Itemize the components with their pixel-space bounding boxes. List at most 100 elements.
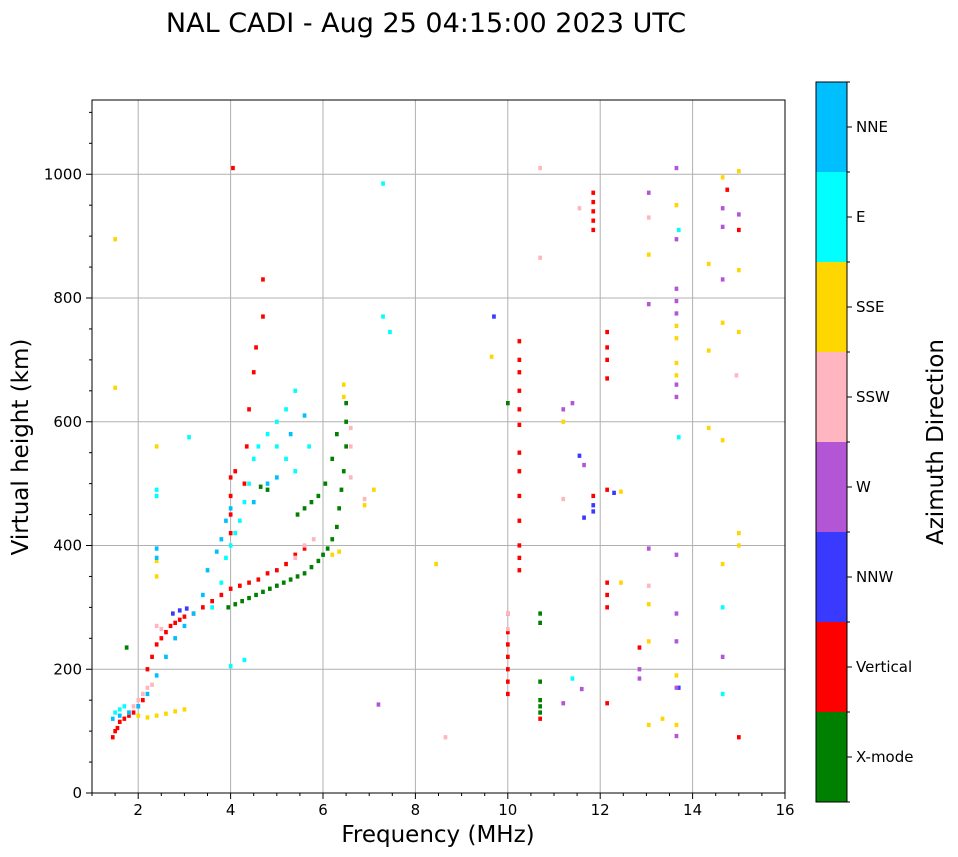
data-point-w [720, 224, 725, 229]
colorbar-tick-label: E [856, 208, 865, 226]
data-point-ssw [131, 704, 136, 709]
colorbar-segment [816, 82, 847, 172]
x-tick-label: 4 [226, 801, 236, 819]
data-point-vertical [110, 735, 115, 740]
data-point-nne [214, 549, 219, 554]
data-point-x-mode [309, 565, 314, 570]
x-tick-label: 12 [591, 801, 610, 819]
grid-lines [92, 100, 786, 794]
data-point-vertical [228, 475, 233, 480]
colorbar-segment [816, 352, 847, 442]
data-point-nne [191, 611, 196, 616]
data-point-sse [674, 373, 679, 378]
data-point-e [720, 691, 725, 697]
data-point-sse [341, 394, 346, 400]
data-point-x-mode [240, 599, 244, 604]
data-point-vertical [517, 450, 522, 455]
data-point-vertical [254, 345, 258, 350]
x-tick-label: 6 [318, 801, 328, 819]
data-point-x-mode [233, 602, 238, 607]
data-point-e [154, 487, 159, 492]
data-point-w [561, 407, 566, 412]
data-point-e [265, 432, 270, 437]
data-point-vertical [517, 339, 522, 344]
data-point-x-mode [341, 469, 346, 474]
data-point-x-mode [330, 456, 335, 461]
data-point-x-mode [538, 611, 542, 616]
data-point-x-mode [538, 704, 542, 709]
data-point-e [720, 605, 725, 610]
data-point-nnw [184, 606, 189, 611]
data-point-nne [228, 506, 233, 511]
data-point-x-mode [344, 419, 348, 424]
data-point-nne [154, 546, 159, 551]
plot-frame [91, 99, 786, 794]
data-point-vertical [517, 357, 522, 362]
data-point-e [242, 657, 247, 663]
x-tick-label: 10 [498, 801, 517, 819]
x-axis-label: Frequency (MHz) [341, 822, 534, 848]
data-point-vertical [115, 725, 120, 731]
data-point-vertical [228, 586, 233, 591]
data-point-sse [561, 419, 566, 424]
data-point-vertical [164, 630, 168, 635]
data-point-nne [127, 710, 131, 715]
data-point-vertical [591, 209, 596, 214]
colorbar-segment [816, 262, 847, 352]
data-point-w [674, 685, 679, 690]
data-point-vertical [228, 493, 233, 499]
data-point-w [674, 286, 679, 291]
data-point-vertical [605, 580, 609, 585]
data-point-x-mode [337, 506, 341, 511]
data-point-x-mode [302, 571, 307, 576]
data-point-vertical [201, 605, 205, 610]
data-point-vertical [247, 407, 251, 412]
data-point-nne [275, 475, 279, 480]
data-point-sse [737, 169, 741, 174]
y-tick-label: 200 [53, 660, 82, 678]
data-point-vertical [168, 623, 173, 629]
data-point-w [674, 382, 679, 387]
data-point-e [228, 664, 233, 669]
data-point-vertical [293, 552, 298, 557]
data-point-vertical [506, 642, 510, 647]
data-point-e [293, 388, 298, 393]
data-point-nne [219, 537, 224, 542]
data-point-vertical [591, 227, 596, 233]
data-point-vertical [605, 357, 609, 362]
data-point-vertical [637, 645, 642, 650]
data-point-w [637, 676, 642, 681]
data-point-w [674, 552, 679, 557]
data-point-x-mode [335, 432, 339, 437]
data-point-sse [646, 722, 651, 728]
data-point-sse [113, 385, 117, 390]
data-point-e [122, 704, 127, 709]
data-point-nne [164, 654, 168, 659]
data-point-ssw [443, 735, 448, 740]
data-point-ssw [577, 206, 582, 211]
data-point-sse [674, 722, 679, 728]
data-point-ssw [154, 623, 159, 629]
data-point-x-mode [124, 645, 129, 650]
data-point-sse [173, 709, 177, 714]
data-point-e [242, 500, 247, 505]
y-axis-label: Virtual height (km) [8, 339, 34, 556]
data-point-nnw [591, 503, 596, 508]
data-point-vertical [159, 636, 164, 641]
data-point-nne [182, 623, 187, 629]
data-point-w [720, 654, 725, 659]
data-point-vertical [275, 568, 279, 573]
x-tick-label: 8 [411, 801, 421, 819]
data-point-nnw [177, 608, 182, 613]
data-point-e [247, 481, 251, 486]
data-point-ssw [506, 611, 510, 616]
data-point-x-mode [268, 586, 272, 591]
data-point-vertical [538, 716, 542, 721]
data-point-sse [660, 716, 665, 721]
data-point-vertical [506, 679, 510, 684]
data-point-vertical [517, 469, 522, 474]
data-point-sse [720, 175, 725, 180]
axes: 2 4 6 8 10 12 14 16 0 200 400 600 800 1000 [44, 111, 795, 819]
data-point-nnw [582, 515, 586, 520]
data-point-w [579, 686, 584, 692]
